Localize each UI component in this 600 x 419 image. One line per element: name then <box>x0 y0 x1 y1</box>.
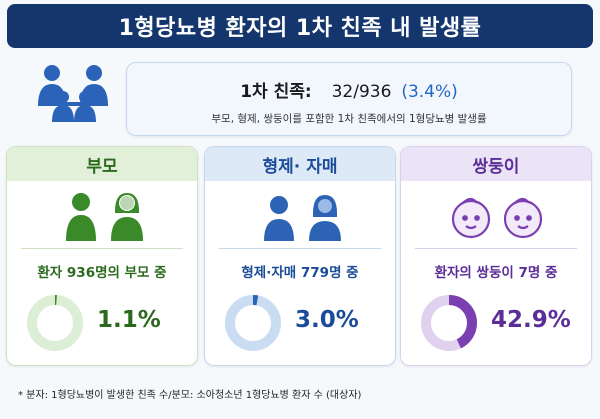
card-percent: 42.9% <box>491 307 571 333</box>
family-icon <box>38 65 108 122</box>
donut-chart <box>421 295 477 351</box>
donut-arc <box>27 295 83 351</box>
card-divider <box>415 248 577 249</box>
summary-box: 1차 친족: 32/936 (3.4%) 부모, 형제, 쌍둥이를 포함한 1차… <box>126 62 572 136</box>
donut-arc <box>225 295 281 351</box>
siblings-icon <box>264 195 341 241</box>
donut-track <box>225 295 281 351</box>
footnote: * 분자: 1형당뇨병이 발생한 친족 수/분모: 소아청소년 1형당뇨병 환자… <box>18 390 362 401</box>
twin-babies-icon <box>451 197 543 239</box>
card-description: 환자 936명의 부모 중 <box>37 265 167 281</box>
card-parents: 부모 환자 936명의 부모 중 1.1% <box>6 146 198 366</box>
page-title: 1형당뇨병 환자의 1차 친족 내 발생률 <box>118 16 482 41</box>
summary-percent: (3.4%) <box>401 82 458 102</box>
card-heading: 쌍둥이 <box>401 147 591 181</box>
card-siblings: 형제· 자매 형제·자매 779명 중 3.0% <box>204 146 396 366</box>
card-percent: 1.1% <box>97 307 161 333</box>
card-divider <box>219 248 381 249</box>
donut-chart <box>27 295 83 351</box>
summary-value: 32/936 <box>331 82 392 102</box>
summary-label: 1차 친족: <box>240 82 312 102</box>
donut-arc <box>421 295 477 351</box>
card-description: 환자의 쌍둥이 7명 중 <box>434 265 558 281</box>
card-heading: 부모 <box>7 147 197 181</box>
parents-icon <box>66 193 143 241</box>
summary-headline: 1차 친족: 32/936 (3.4%) <box>127 77 571 102</box>
card-description: 형제·자매 779명 중 <box>241 265 359 281</box>
card-percent: 3.0% <box>295 307 359 333</box>
title-banner: 1형당뇨병 환자의 1차 친족 내 발생률 <box>7 4 593 48</box>
summary-description: 부모, 형제, 쌍둥이를 포함한 1차 친족에서의 1형당뇨병 발생률 <box>211 113 487 125</box>
card-heading: 형제· 자매 <box>205 147 395 181</box>
donut-chart <box>225 295 281 351</box>
donut-track <box>27 295 83 351</box>
card-twins: 쌍둥이 환자의 쌍둥이 7명 중 42.9% <box>400 146 592 366</box>
card-divider <box>21 248 183 249</box>
